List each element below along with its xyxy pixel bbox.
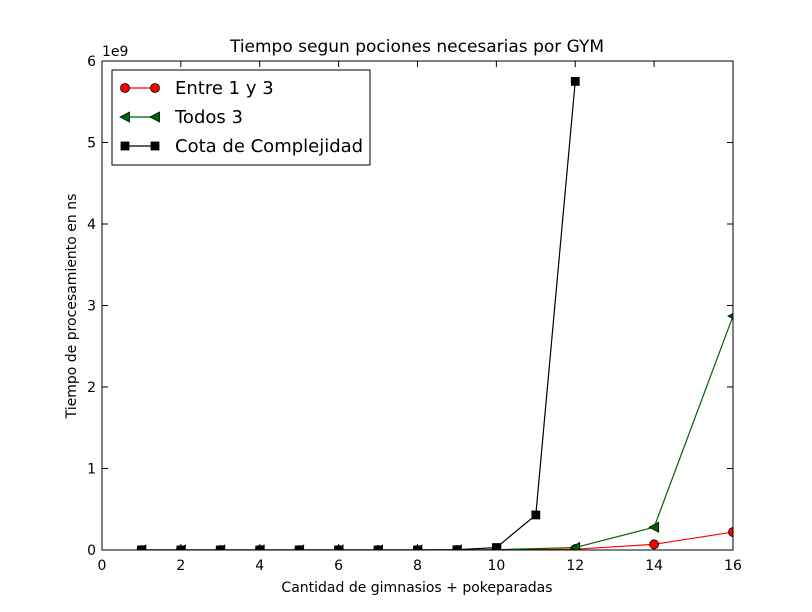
legend-item: Entre 1 y 3 bbox=[120, 78, 274, 99]
data-point bbox=[373, 545, 383, 550]
y-tick-label: 6 bbox=[87, 54, 96, 70]
data-point bbox=[491, 543, 501, 550]
legend-label: Todos 3 bbox=[174, 107, 243, 128]
chart-title: Tiempo segun pociones necesarias por GYM bbox=[229, 37, 604, 57]
series-3 bbox=[137, 76, 580, 550]
data-point bbox=[255, 545, 265, 550]
x-tick-label: 10 bbox=[487, 558, 505, 574]
data-point bbox=[215, 545, 225, 550]
data-point bbox=[137, 545, 146, 550]
legend-item: Todos 3 bbox=[119, 107, 243, 128]
data-point bbox=[176, 545, 186, 550]
x-tick-label: 0 bbox=[98, 558, 107, 574]
data-point bbox=[728, 527, 733, 537]
legend-label: Cota de Complejidad bbox=[175, 136, 363, 157]
data-point bbox=[570, 76, 580, 86]
legend-marker bbox=[120, 141, 130, 151]
legend-marker bbox=[149, 111, 160, 123]
legend-marker bbox=[150, 141, 160, 151]
data-point bbox=[648, 521, 660, 533]
x-tick-label: 16 bbox=[724, 558, 742, 574]
legend-marker bbox=[150, 83, 160, 93]
data-point bbox=[334, 545, 344, 550]
y-tick-label: 2 bbox=[87, 380, 96, 396]
legend-label: Entre 1 y 3 bbox=[175, 78, 274, 99]
data-point bbox=[294, 545, 304, 550]
legend: Entre 1 y 3 Todos 3 Cota de Complejidad bbox=[111, 69, 371, 166]
data-point bbox=[531, 510, 541, 520]
y-tick-label: 1 bbox=[87, 462, 96, 478]
x-tick-label: 2 bbox=[176, 558, 185, 574]
x-tick-label: 14 bbox=[645, 558, 663, 574]
legend-marker bbox=[119, 111, 130, 123]
x-tick-label: 4 bbox=[255, 558, 264, 574]
legend-marker bbox=[120, 83, 130, 93]
plot-series bbox=[135, 76, 733, 550]
series-line bbox=[141, 81, 576, 550]
y-tick-label: 5 bbox=[87, 136, 96, 152]
y-tick-label: 4 bbox=[87, 217, 96, 233]
x-axis-label: Cantidad de gimnasios + pokeparadas bbox=[281, 580, 552, 596]
x-tick-label: 6 bbox=[334, 558, 343, 574]
y-axis-label: Tiempo de procesamiento en ns bbox=[64, 194, 80, 420]
data-point bbox=[413, 545, 422, 550]
y-tick-label: 0 bbox=[87, 543, 96, 559]
y-axis-ticks: 0 1 2 3 4 5 6 bbox=[87, 54, 733, 559]
data-point bbox=[649, 539, 660, 550]
y-tick-label: 3 bbox=[87, 299, 96, 315]
x-tick-label: 12 bbox=[566, 558, 584, 574]
data-point bbox=[569, 541, 581, 550]
legend-item: Cota de Complejidad bbox=[120, 136, 363, 157]
x-tick-label: 8 bbox=[413, 558, 422, 574]
plot-frame bbox=[101, 60, 734, 551]
y-axis-offset-label: 1e9 bbox=[102, 44, 128, 60]
